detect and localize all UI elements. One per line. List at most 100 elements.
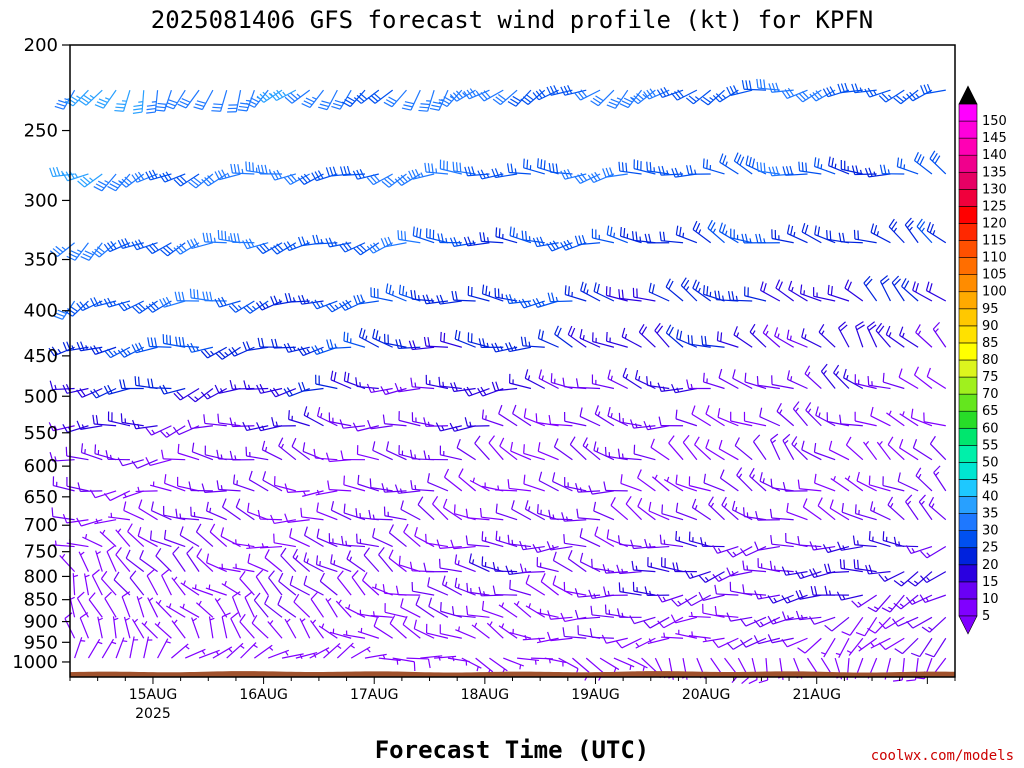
wind-barb [795, 570, 822, 580]
wind-barb [651, 474, 670, 492]
wind-barb [425, 374, 449, 390]
wind-barb [767, 615, 794, 625]
wind-barb [912, 439, 933, 461]
wind-barb [417, 496, 435, 521]
wind-barb [120, 413, 144, 427]
y-tick-label: 900 [24, 612, 58, 633]
wind-barb [423, 450, 448, 461]
wind-barb [114, 89, 131, 112]
colorbar-label: 70 [982, 387, 999, 402]
wind-barb [424, 162, 449, 175]
wind-barb [72, 573, 79, 596]
wind-barb [227, 90, 242, 113]
wind-barb [257, 509, 283, 521]
wind-barb [854, 411, 877, 427]
wind-barb [606, 225, 628, 244]
wind-barb [563, 534, 587, 548]
wind-barb [644, 538, 670, 549]
wind-barb [661, 557, 684, 573]
wind-barb [781, 566, 808, 576]
wind-barb [726, 567, 753, 577]
wind-barb [519, 563, 545, 574]
wind-barb [147, 337, 172, 348]
wind-barb [438, 558, 462, 573]
wind-barb [131, 459, 158, 469]
colorbar-label: 140 [982, 148, 1007, 163]
wind-barb [184, 648, 206, 659]
wind-barb [856, 471, 877, 492]
wind-barb [617, 535, 642, 548]
wind-barb [733, 326, 753, 348]
wind-barb [495, 227, 518, 244]
wind-barb [103, 241, 131, 253]
wind-barb [414, 527, 435, 548]
wind-barb [619, 226, 642, 244]
wind-barb [366, 242, 393, 254]
wind-barb [882, 476, 905, 492]
wind-barb [507, 479, 532, 492]
wind-barb [262, 471, 283, 492]
wind-barb [477, 169, 504, 180]
colorbar-segment [958, 120, 978, 139]
wind-barb [756, 376, 780, 390]
wind-barb [488, 435, 504, 461]
wind-barb [882, 372, 905, 390]
wind-barb [797, 637, 822, 654]
wind-barb [232, 563, 255, 573]
wind-barb [675, 225, 698, 244]
wind-barb [172, 425, 200, 436]
y-tick-label: 750 [24, 542, 58, 563]
colorbar-segment [958, 291, 978, 310]
y-tick-label: 400 [24, 301, 58, 322]
wind-barb [739, 637, 767, 648]
colorbar-label: 55 [982, 438, 999, 453]
x-tick-label: 21AUG [792, 687, 841, 703]
wind-barb [232, 474, 255, 492]
wind-barb [395, 585, 421, 596]
wind-barb [643, 88, 670, 100]
wind-barb [712, 89, 739, 103]
wind-barb [302, 490, 324, 497]
wind-barb [186, 546, 200, 572]
wind-barb [837, 82, 863, 94]
wind-barb [707, 219, 725, 244]
wind-barb [146, 569, 159, 596]
colorbar-label: 60 [982, 421, 999, 436]
wind-barb [605, 331, 628, 348]
wind-barb [535, 413, 559, 427]
wind-barb [186, 342, 214, 353]
wind-barb [284, 89, 311, 104]
wind-barb [193, 89, 214, 111]
wind-barb [214, 296, 241, 308]
wind-barb [680, 277, 698, 302]
credit-text: coolwx.com/models [871, 748, 1014, 764]
wind-barb [291, 437, 311, 461]
wind-barb [443, 468, 463, 492]
wind-barb [257, 337, 283, 348]
y-tick-label: 600 [24, 456, 58, 477]
wind-barb [788, 280, 808, 302]
wind-barb [702, 603, 725, 618]
wind-barb [381, 483, 407, 493]
wind-barb [905, 545, 933, 554]
wind-barb [786, 502, 808, 521]
wind-barb [174, 291, 200, 302]
wind-barb [654, 322, 670, 348]
wind-barb [755, 233, 780, 244]
wind-barb [718, 222, 739, 244]
wind-barb [579, 329, 601, 348]
y-tick-label: 300 [24, 190, 58, 211]
colorbar-segment [958, 547, 978, 566]
wind-barb [292, 548, 311, 573]
colorbar-segment [958, 171, 978, 190]
wind-barb [833, 364, 850, 389]
wind-barb [293, 593, 311, 618]
wind-barb [752, 434, 767, 461]
colorbar-segment [958, 154, 978, 173]
wind-barb [486, 621, 504, 639]
wind-barb [754, 541, 780, 551]
wind-barb [203, 414, 227, 427]
wind-barb [605, 286, 628, 302]
colorbar-label: 65 [982, 404, 999, 419]
wind-barb [563, 581, 587, 596]
